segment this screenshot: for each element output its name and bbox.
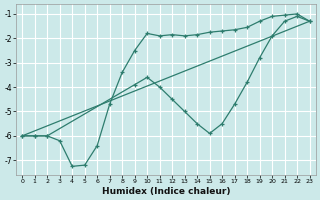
X-axis label: Humidex (Indice chaleur): Humidex (Indice chaleur): [102, 187, 230, 196]
